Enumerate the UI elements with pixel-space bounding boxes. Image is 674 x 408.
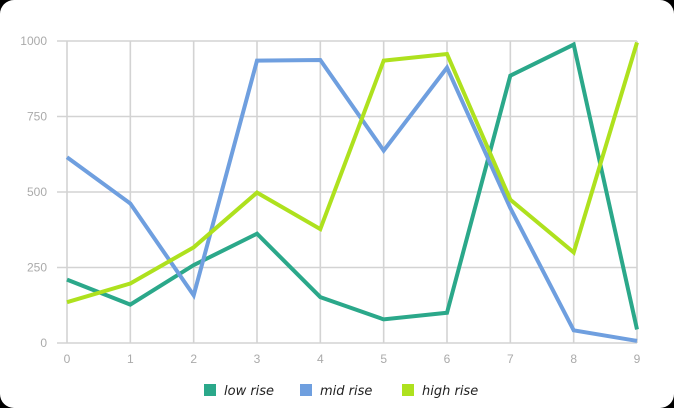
x-tick-label: 5 [380, 352, 387, 366]
series-line-low-rise [66, 41, 639, 330]
legend-label: mid rise [320, 384, 372, 399]
series-lines [65, 41, 639, 343]
legend-item[interactable]: mid rise [300, 384, 372, 399]
y-tick-label: 500 [27, 185, 47, 199]
y-tick-label: 0 [40, 336, 47, 350]
x-tick-label: 9 [634, 352, 641, 366]
legend-label: high rise [422, 384, 478, 399]
legend-swatch [300, 384, 312, 396]
x-tick-label: 4 [317, 352, 324, 366]
y-tick-label: 1000 [20, 34, 47, 48]
legend-label: low rise [224, 384, 274, 399]
legend: low rise mid rise high rise [204, 384, 478, 399]
x-tick-label: 2 [190, 352, 197, 366]
series-line-high-rise [66, 41, 639, 305]
series-line-mid-rise [65, 57, 638, 343]
x-tick-label: 8 [570, 352, 577, 366]
x-tick-label: 1 [127, 352, 134, 366]
x-tick-label: 6 [444, 352, 451, 366]
grid [57, 40, 638, 344]
x-tick-label: 0 [64, 352, 71, 366]
legend-swatch [204, 384, 216, 396]
legend-item[interactable]: low rise [204, 384, 274, 399]
x-tick-label: 3 [254, 352, 261, 366]
legend-swatch [402, 384, 414, 396]
x-tick-label: 7 [507, 352, 514, 366]
axis-ticks: 0 1 2 3 4 5 6 7 8 9 0 250 500 750 1000 [20, 34, 640, 366]
y-tick-label: 250 [27, 261, 47, 275]
legend-item[interactable]: high rise [402, 384, 478, 399]
y-tick-label: 750 [27, 110, 47, 124]
